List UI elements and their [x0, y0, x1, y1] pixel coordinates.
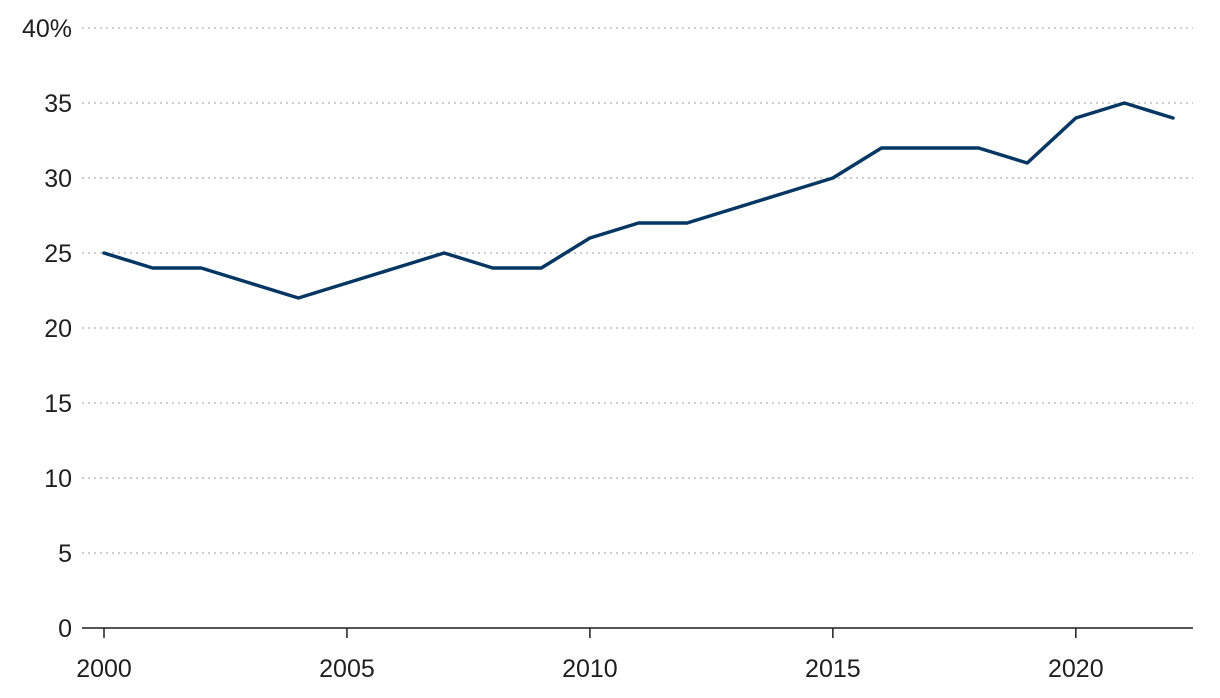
y-tick-label: 30 — [44, 165, 72, 193]
y-tick-label: 25 — [44, 240, 72, 268]
x-tick-label: 2005 — [319, 655, 375, 683]
grid-lines — [82, 27, 1193, 554]
series-line-0 — [102, 101, 1175, 300]
x-tick-label: 2010 — [562, 655, 618, 683]
series-lines — [102, 101, 1175, 300]
y-axis-tick-labels: 0 5 10 15 20 25 30 35 40% — [22, 15, 72, 643]
y-tick-label: 20 — [44, 315, 72, 343]
y-tick-label: 40% — [22, 15, 72, 43]
y-tick-label: 5 — [58, 540, 72, 568]
x-axis-ticks: 2000 2005 2010 2015 2020 — [76, 628, 1104, 683]
x-tick-label: 2020 — [1048, 655, 1104, 683]
x-tick-label: 2015 — [805, 655, 861, 683]
y-tick-label: 10 — [44, 465, 72, 493]
y-tick-label: 0 — [58, 615, 72, 643]
x-tick-label: 2000 — [76, 655, 132, 683]
y-tick-label: 35 — [44, 90, 72, 118]
y-tick-label: 15 — [44, 390, 72, 418]
